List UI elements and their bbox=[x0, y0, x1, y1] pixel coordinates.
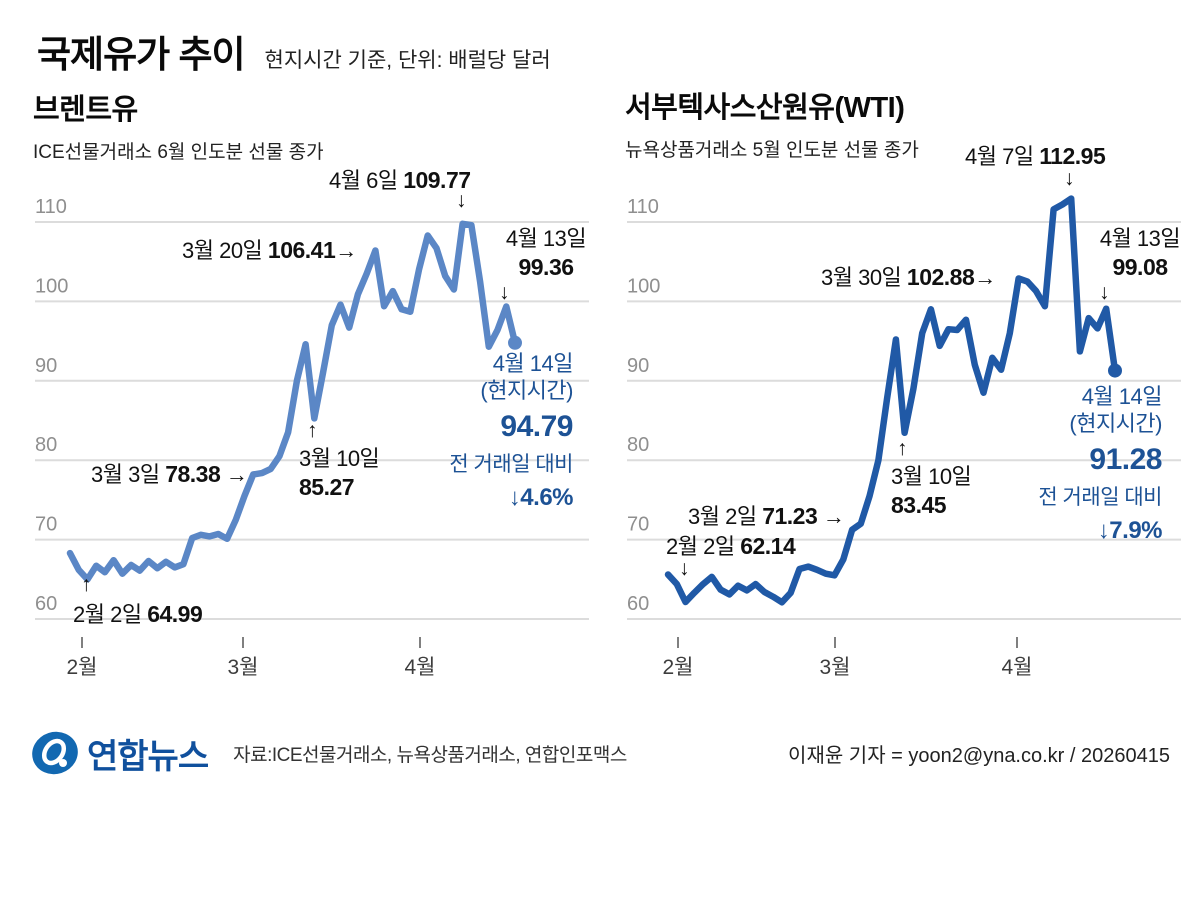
y-axis-label: 80 bbox=[35, 434, 57, 456]
price-line bbox=[664, 195, 1119, 606]
source-credit: 자료:ICE선물거래소, 뉴욕상품거래소, 연합인포맥스 bbox=[233, 744, 627, 766]
wti-chart: 110 100 90 80 70 60 2월 3월 4월 4월 7일 112.95 ↓ 3월 3… bbox=[625, 140, 1192, 700]
y-axis-label: 70 bbox=[627, 514, 649, 536]
y-axis-label: 110 bbox=[35, 196, 67, 218]
yonhap-logo-icon bbox=[32, 731, 78, 775]
page-subtitle: 현지시간 기준, 단위: 배럴당 달러 bbox=[264, 49, 551, 72]
arrow-down-icon: ↓ bbox=[456, 189, 467, 212]
y-axis-label: 110 bbox=[627, 196, 659, 218]
annotation-brent-mar10: 3월 10일 85.27 bbox=[299, 446, 380, 500]
brent-title: 브렌트유 bbox=[33, 94, 138, 126]
latest-date: 4월 14일 bbox=[492, 351, 574, 376]
annotation-brent-mar3: 3월 3일 78.38 → bbox=[91, 461, 248, 487]
wti-plot-area: 110 100 90 80 70 60 2월 3월 4월 bbox=[627, 195, 1181, 679]
x-axis-label: 3월 bbox=[820, 656, 851, 679]
arrow-up-icon: ↑ bbox=[81, 573, 92, 596]
brent-plot-area: 110 100 90 80 70 60 2월 3월 4월 bbox=[35, 196, 589, 679]
annotation-brent-mar20: 3월 20일 106.41→ bbox=[182, 237, 357, 263]
y-axis-label: 80 bbox=[627, 434, 649, 456]
arrow-down-icon: ↓ bbox=[1064, 167, 1075, 190]
y-axis-label: 100 bbox=[35, 275, 68, 297]
y-axis-label: 60 bbox=[627, 593, 649, 615]
y-axis-label: 70 bbox=[35, 514, 57, 536]
arrow-down-icon: ↓ bbox=[679, 557, 690, 580]
arrow-down-icon: ↓ bbox=[1099, 281, 1110, 304]
wti-title: 서부텍사스산원유(WTI) bbox=[625, 92, 905, 124]
brent-chart: 110 100 90 80 70 60 2월 3월 4월 4월 6일 109.77 ↓ 3월 2… bbox=[33, 140, 600, 700]
annotation-wti-mar2: 3월 2일 71.23 → bbox=[688, 503, 845, 529]
x-axis-label: 4월 bbox=[1002, 656, 1033, 679]
change-percent: ↓4.6% bbox=[508, 483, 574, 511]
change-percent: ↓7.9% bbox=[1097, 516, 1163, 544]
latest-note: (현지시간) bbox=[1069, 411, 1162, 437]
arrow-down-icon: ↓ bbox=[499, 281, 510, 304]
latest-date: 4월 14일 bbox=[1081, 384, 1163, 409]
arrow-up-icon: ↑ bbox=[307, 419, 318, 442]
page-title: 국제유가 추이 bbox=[37, 34, 246, 75]
compare-label: 전 거래일 대비 bbox=[1038, 485, 1162, 509]
brent-section-header: 브렌트유 ICE선물거래소 6월 인도분 선물 종가 bbox=[33, 86, 593, 164]
y-axis-label: 100 bbox=[627, 275, 660, 297]
latest-point-dot bbox=[1108, 363, 1122, 378]
reporter-credit: 이재윤 기자 = yoon2@yna.co.kr / 20260415 bbox=[788, 744, 1170, 767]
annotation-wti-apr7: 4월 7일 112.95 bbox=[965, 143, 1106, 169]
brent-subtitle: ICE선물거래소 6월 인도분 선물 종가 bbox=[33, 142, 324, 163]
x-axis-label: 4월 bbox=[405, 656, 436, 679]
y-axis-label: 90 bbox=[35, 355, 57, 377]
arrow-right-icon: → bbox=[817, 504, 845, 529]
x-axis-label: 3월 bbox=[228, 656, 259, 679]
arrow-right-icon: → bbox=[335, 238, 357, 263]
annotation-wti-feb2: 2월 2일 62.14 bbox=[666, 533, 796, 559]
wti-section-header: 서부텍사스산원유(WTI) 뉴욕상품거래소 5월 인도분 선물 종가 bbox=[625, 84, 1185, 162]
compare-label: 전 거래일 대비 bbox=[449, 452, 573, 476]
wti-latest-value-block: 4월 14일 (현지시간) 91.28 전 거래일 대비 ↓7.9% bbox=[962, 383, 1162, 546]
arrow-right-icon: → bbox=[974, 265, 996, 290]
annotation-wti-mar30: 3월 30일 102.88→ bbox=[821, 264, 996, 290]
annotation-wti-mar10: 3월 10일 83.45 bbox=[891, 464, 972, 518]
arrow-right-icon: → bbox=[220, 462, 248, 487]
page-header: 국제유가 추이 현지시간 기준, 단위: 배럴당 달러 bbox=[37, 24, 551, 78]
annotation-brent-apr6: 4월 6일 109.77 bbox=[329, 167, 471, 193]
footer: 연합뉴스 자료:ICE선물거래소, 뉴욕상품거래소, 연합인포맥스 이재윤 기자… bbox=[30, 728, 1170, 778]
wti-subtitle: 뉴욕상품거래소 5월 인도분 선물 종가 bbox=[625, 140, 919, 161]
yonhap-logo-text: 연합뉴스 bbox=[87, 737, 209, 776]
annotation-brent-feb2: 2월 2일 64.99 bbox=[73, 601, 203, 627]
arrow-up-icon: ↑ bbox=[897, 437, 908, 460]
latest-price: 91.28 bbox=[1089, 442, 1162, 476]
latest-price: 94.79 bbox=[500, 409, 573, 443]
annotation-brent-apr13: 4월 13일 99.36 bbox=[505, 226, 587, 280]
latest-note: (현지시간) bbox=[480, 378, 573, 404]
x-axis-label: 2월 bbox=[67, 656, 98, 679]
annotation-wti-apr13: 4월 13일 99.08 bbox=[1099, 226, 1181, 280]
latest-point-dot bbox=[508, 335, 522, 350]
y-axis-label: 60 bbox=[35, 593, 57, 615]
price-line bbox=[66, 220, 519, 583]
y-axis-label: 90 bbox=[627, 355, 649, 377]
x-axis-label: 2월 bbox=[663, 656, 694, 679]
brent-latest-value-block: 4월 14일 (현지시간) 94.79 전 거래일 대비 ↓4.6% bbox=[373, 350, 573, 513]
